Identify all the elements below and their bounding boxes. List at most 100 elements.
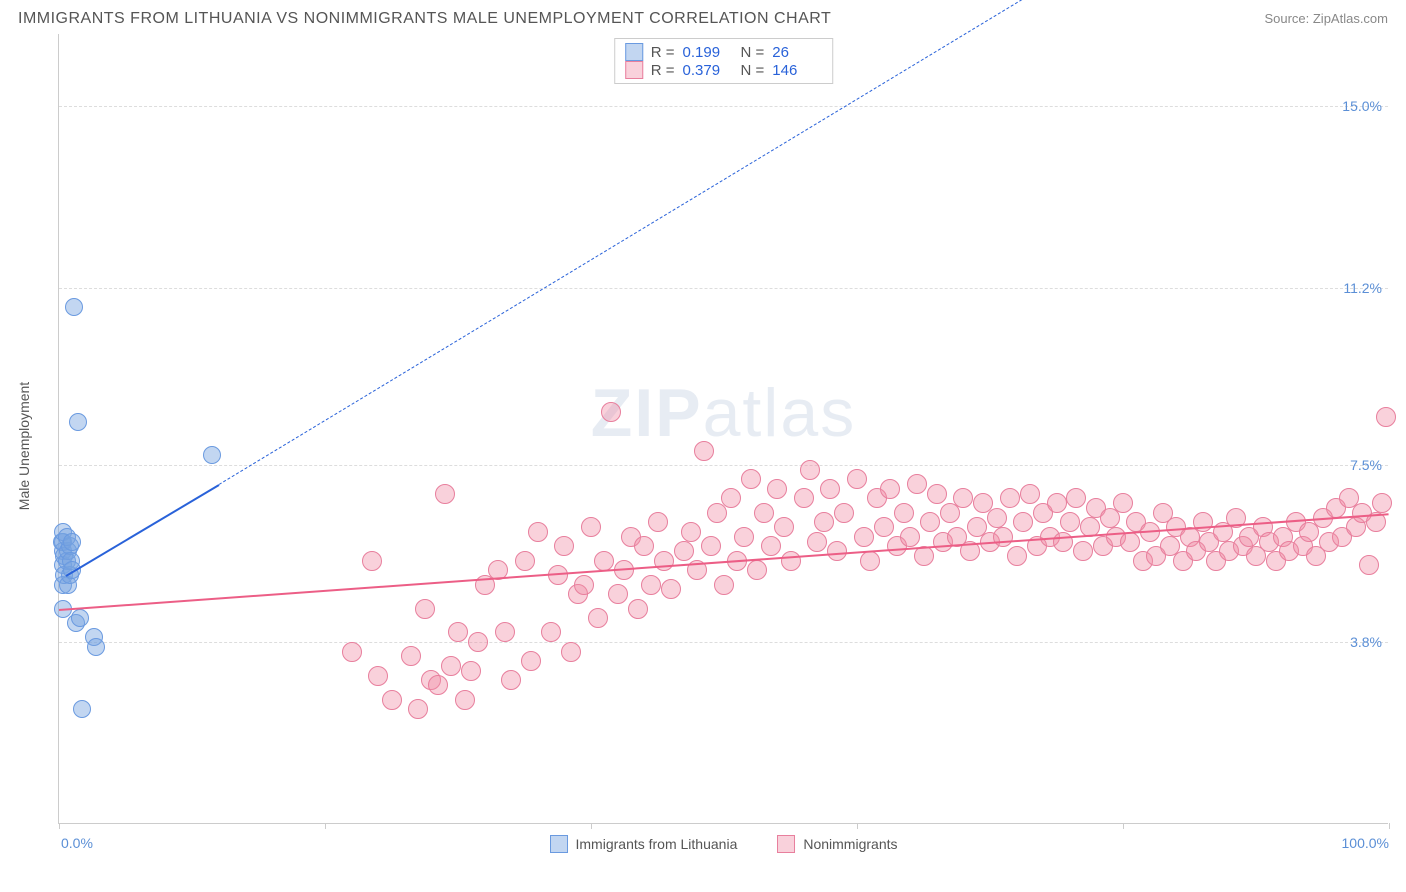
pink-point: [1120, 532, 1140, 552]
correlation-chart: IMMIGRANTS FROM LITHUANIA VS NONIMMIGRAN…: [10, 10, 1396, 882]
y-axis-label: Male Unemployment: [16, 382, 32, 510]
gridline: [59, 465, 1388, 466]
gridline: [59, 642, 1388, 643]
swatch-blue-legend: [550, 835, 568, 853]
pink-point: [415, 599, 435, 619]
n-value-pink: 146: [772, 62, 822, 79]
legend-item-blue: Immigrants from Lithuania: [550, 835, 738, 853]
pink-point: [1020, 484, 1040, 504]
pink-point: [382, 690, 402, 710]
pink-point: [907, 474, 927, 494]
pink-point: [694, 441, 714, 461]
swatch-pink: [625, 61, 643, 79]
pink-point: [368, 666, 388, 686]
stats-row-pink: R = 0.379 N = 146: [625, 61, 823, 79]
pink-point: [860, 551, 880, 571]
xtick: [857, 823, 858, 829]
pink-point: [1113, 493, 1133, 513]
pink-point: [827, 541, 847, 561]
blue-point: [73, 700, 91, 718]
stats-legend-box: R = 0.199 N = 26 R = 0.379 N = 146: [614, 38, 834, 84]
pink-point: [1359, 555, 1379, 575]
chart-title: IMMIGRANTS FROM LITHUANIA VS NONIMMIGRAN…: [18, 10, 831, 28]
pink-point: [747, 560, 767, 580]
pink-point: [714, 575, 734, 595]
r-value-blue: 0.199: [683, 44, 733, 61]
pink-point: [608, 584, 628, 604]
xtick-label: 0.0%: [61, 835, 93, 851]
ytick-label: 3.8%: [1350, 634, 1382, 650]
pink-point: [515, 551, 535, 571]
plot-area: ZIPatlas R = 0.199 N = 26 R = 0.379 N = …: [58, 34, 1388, 824]
blue-point: [71, 609, 89, 627]
pink-point: [455, 690, 475, 710]
pink-point: [721, 488, 741, 508]
pink-point: [1376, 407, 1396, 427]
pink-point: [1013, 512, 1033, 532]
pink-point: [1007, 546, 1027, 566]
pink-point: [648, 512, 668, 532]
swatch-pink-legend: [777, 835, 795, 853]
pink-point: [461, 661, 481, 681]
xtick: [325, 823, 326, 829]
gridline: [59, 288, 1388, 289]
xtick: [1389, 823, 1390, 829]
source-label: Source:: [1264, 11, 1312, 26]
pink-point: [674, 541, 694, 561]
pink-point: [561, 642, 581, 662]
n-value-blue: 26: [772, 44, 822, 61]
pink-point: [1060, 512, 1080, 532]
xtick: [59, 823, 60, 829]
legend-label-pink: Nonimmigrants: [803, 836, 897, 852]
pink-point: [900, 527, 920, 547]
pink-point: [993, 527, 1013, 547]
pink-point: [661, 579, 681, 599]
pink-point: [1053, 532, 1073, 552]
pink-point: [794, 488, 814, 508]
pink-point: [820, 479, 840, 499]
pink-point: [1000, 488, 1020, 508]
legend-label-blue: Immigrants from Lithuania: [576, 836, 738, 852]
pink-point: [468, 632, 488, 652]
r-label-pink: R =: [651, 62, 675, 79]
pink-point: [894, 503, 914, 523]
xtick: [1123, 823, 1124, 829]
pink-point: [528, 522, 548, 542]
pink-point: [834, 503, 854, 523]
pink-point: [521, 651, 541, 671]
pink-point: [448, 622, 468, 642]
pink-point: [554, 536, 574, 556]
pink-point: [927, 484, 947, 504]
pink-point: [761, 536, 781, 556]
pink-point: [441, 656, 461, 676]
pink-point: [495, 622, 515, 642]
pink-point: [781, 551, 801, 571]
r-label-blue: R =: [651, 44, 675, 61]
pink-point: [734, 527, 754, 547]
r-value-pink: 0.379: [683, 62, 733, 79]
ytick-label: 7.5%: [1350, 457, 1382, 473]
pink-point: [741, 469, 761, 489]
pink-point: [807, 532, 827, 552]
pink-point: [1066, 488, 1086, 508]
xtick-label: 100.0%: [1342, 835, 1389, 851]
pink-point: [594, 551, 614, 571]
watermark: ZIPatlas: [591, 374, 856, 452]
pink-point: [408, 699, 428, 719]
pink-point: [1047, 493, 1067, 513]
pink-point: [501, 670, 521, 690]
ytick-label: 15.0%: [1342, 98, 1382, 114]
pink-point: [574, 575, 594, 595]
pink-point: [634, 536, 654, 556]
pink-point: [601, 402, 621, 422]
blue-point: [63, 533, 81, 551]
blue-point: [65, 298, 83, 316]
pink-point: [800, 460, 820, 480]
n-label-pink: N =: [741, 62, 765, 79]
blue-point: [87, 638, 105, 656]
pink-point: [628, 599, 648, 619]
pink-point: [342, 642, 362, 662]
pink-point: [435, 484, 455, 504]
pink-point: [1372, 493, 1392, 513]
source-attribution: Source: ZipAtlas.com: [1264, 11, 1388, 26]
